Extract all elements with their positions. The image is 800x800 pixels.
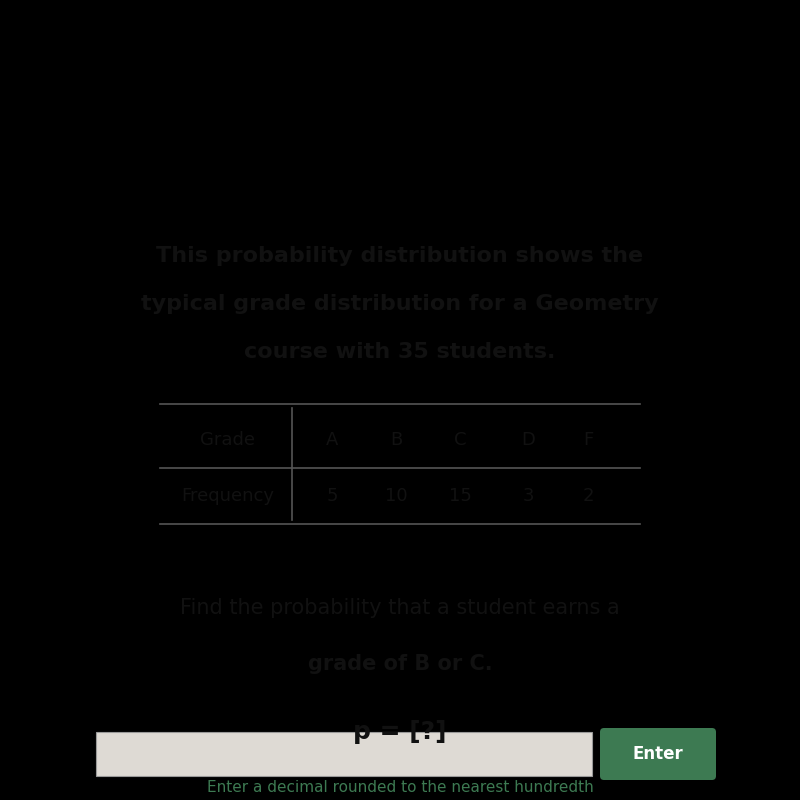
Text: 3: 3 [522,487,534,505]
Text: Find the probability that a student earns a: Find the probability that a student earn… [180,598,620,618]
Text: D: D [521,431,535,449]
Text: grade of B or C.: grade of B or C. [308,654,492,674]
Text: 5: 5 [326,487,338,505]
Text: A: A [326,431,338,449]
Text: p = [?]: p = [?] [354,720,446,744]
Text: Enter: Enter [633,745,683,763]
Text: Frequency: Frequency [182,487,274,505]
Text: This probability distribution shows the: This probability distribution shows the [157,246,643,266]
Text: 15: 15 [449,487,471,505]
Text: 2: 2 [582,487,594,505]
Text: F: F [583,431,593,449]
Text: Grade: Grade [201,431,255,449]
Text: 10: 10 [385,487,407,505]
Text: course with 35 students.: course with 35 students. [244,342,556,362]
Text: C: C [454,431,466,449]
Text: B: B [390,431,402,449]
Text: Enter a decimal rounded to the nearest hundredth: Enter a decimal rounded to the nearest h… [206,781,594,795]
Text: typical grade distribution for a Geometry: typical grade distribution for a Geometr… [141,294,659,314]
